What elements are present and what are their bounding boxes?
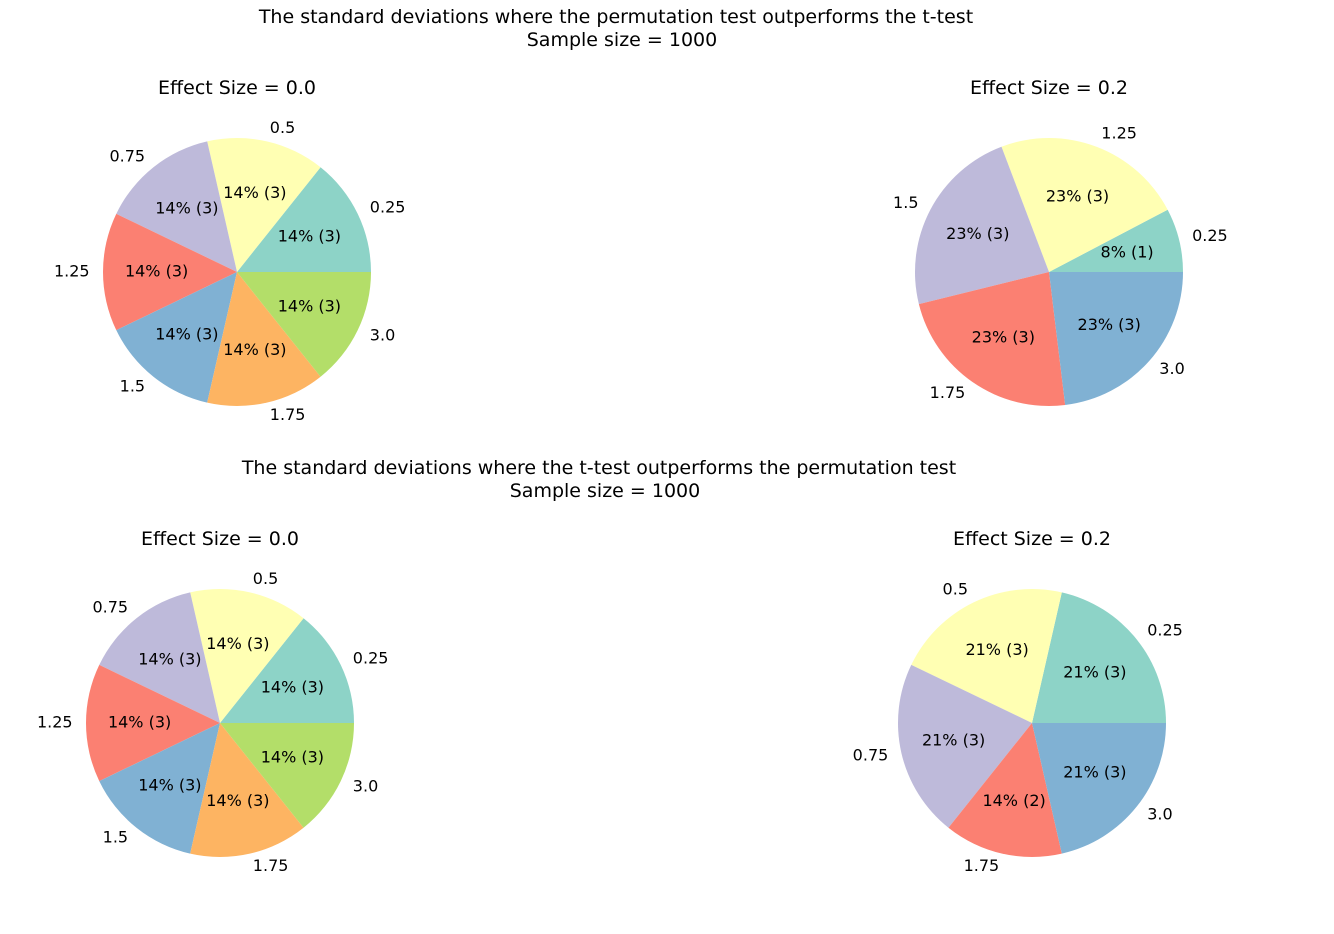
slice-label: 1.25 [1101,124,1137,143]
slice-label: 0.25 [1192,226,1228,245]
pie-slice-0.25 [220,618,354,723]
pie-chart-top-left: Effect Size = 0.0 0.25 14% (3) 0.5 14% (3) 0.… [54,77,405,424]
slice-percent-label: 14% (3) [278,296,341,315]
pie-slice-1.75 [948,723,1062,858]
slice-percent-label: 21% (3) [922,730,985,749]
pie-slice-3.0 [1049,272,1183,406]
pie-slice-1.5 [914,146,1049,305]
top-group-title-line2: Sample size = 1000 [527,29,717,51]
pie-slice-1.5 [99,723,220,854]
slice-label: 0.5 [270,118,295,137]
slice-label: 0.25 [370,198,406,217]
slice-percent-label: 14% (3) [261,678,324,697]
pie-slice-0.25 [237,167,372,272]
slice-label: 0.5 [943,580,968,599]
slice-label: 1.75 [930,383,966,402]
slice-percent-label: 14% (3) [223,340,286,359]
pie-title: Effect Size = 0.0 [158,77,316,99]
slice-label: 0.25 [353,649,389,668]
pie-slice-0.75 [116,141,237,272]
slice-label: 0.75 [853,745,889,764]
pie-chart-top-right: Effect Size = 0.2 0.25 8% (1) 1.25 23% (3) 1.… [893,77,1228,406]
pie-chart-bottom-left: Effect Size = 0.0 0.25 14% (3) 0.5 14% (3) 0.… [37,528,388,875]
slice-percent-label: 21% (3) [1063,662,1126,681]
slice-label: 1.25 [54,262,90,281]
slice-percent-label: 23% (3) [972,328,1035,347]
pie-slice-1.5 [116,272,237,403]
pie-title: Effect Size = 0.0 [141,528,299,550]
slice-label: 1.5 [893,193,918,212]
slice-percent-label: 14% (3) [138,650,201,669]
pie-slice-0.75 [897,664,1032,828]
slice-label: 0.75 [92,597,128,616]
slice-percent-label: 14% (3) [206,634,269,653]
slice-label: 1.25 [37,713,73,732]
pie-slice-1.75 [190,723,304,858]
pie-slice-1.75 [918,272,1066,406]
slice-label: 3.0 [1147,804,1172,823]
bottom-group-title-line2: Sample size = 1000 [510,480,700,502]
slice-label: 1.75 [253,856,289,875]
bottom-group-title-line1: The standard deviations where the t-test… [241,457,956,479]
slice-percent-label: 23% (3) [1078,315,1141,334]
slice-percent-label: 14% (3) [206,791,269,810]
slice-percent-label: 14% (3) [278,227,341,246]
slice-percent-label: 14% (3) [138,775,201,794]
pie-slice-3.0 [220,723,354,828]
pie-chart-bottom-right: Effect Size = 0.2 0.25 21% (3) 0.5 21% (3) 0.… [853,528,1183,875]
pie-slice-1.75 [207,272,321,407]
slice-percent-label: 14% (3) [261,747,324,766]
pie-slice-1.25 [86,664,220,782]
pie-slice-0.5 [190,588,304,723]
slice-label: 0.75 [109,146,145,165]
slice-label: 3.0 [353,777,378,796]
slice-label: 1.5 [103,828,128,847]
pie-slice-0.5 [207,137,321,272]
pie-slice-0.25 [1049,209,1183,272]
pie-slice-0.75 [99,592,220,723]
slice-label: 1.5 [120,377,145,396]
slice-label: 1.75 [270,405,306,424]
slice-percent-label: 14% (3) [108,713,171,732]
pie-slice-3.0 [1032,723,1166,854]
pie-slice-1.25 [1001,138,1168,272]
pie-slice-3.0 [237,272,371,377]
pie-slice-0.25 [1032,592,1166,723]
slice-label: 1.75 [964,856,1000,875]
pie-slice-1.25 [103,213,237,331]
slice-percent-label: 14% (3) [155,199,218,218]
pie-title: Effect Size = 0.2 [953,528,1111,550]
slice-percent-label: 21% (3) [965,640,1028,659]
slice-percent-label: 8% (1) [1101,242,1154,261]
slice-percent-label: 14% (3) [223,183,286,202]
slice-percent-label: 14% (2) [982,791,1045,810]
slice-percent-label: 14% (3) [125,262,188,281]
slice-percent-label: 14% (3) [155,324,218,343]
slice-percent-label: 21% (3) [1063,763,1126,782]
slice-percent-label: 23% (3) [1046,186,1109,205]
slice-label: 0.5 [253,569,278,588]
top-group-title-line1: The standard deviations where the permut… [258,6,973,28]
slice-label: 3.0 [370,326,395,345]
pie-title: Effect Size = 0.2 [970,77,1128,99]
pie-slice-0.5 [911,588,1062,723]
slice-percent-label: 23% (3) [946,224,1009,243]
slice-label: 0.25 [1147,621,1183,640]
slice-label: 3.0 [1159,359,1184,378]
